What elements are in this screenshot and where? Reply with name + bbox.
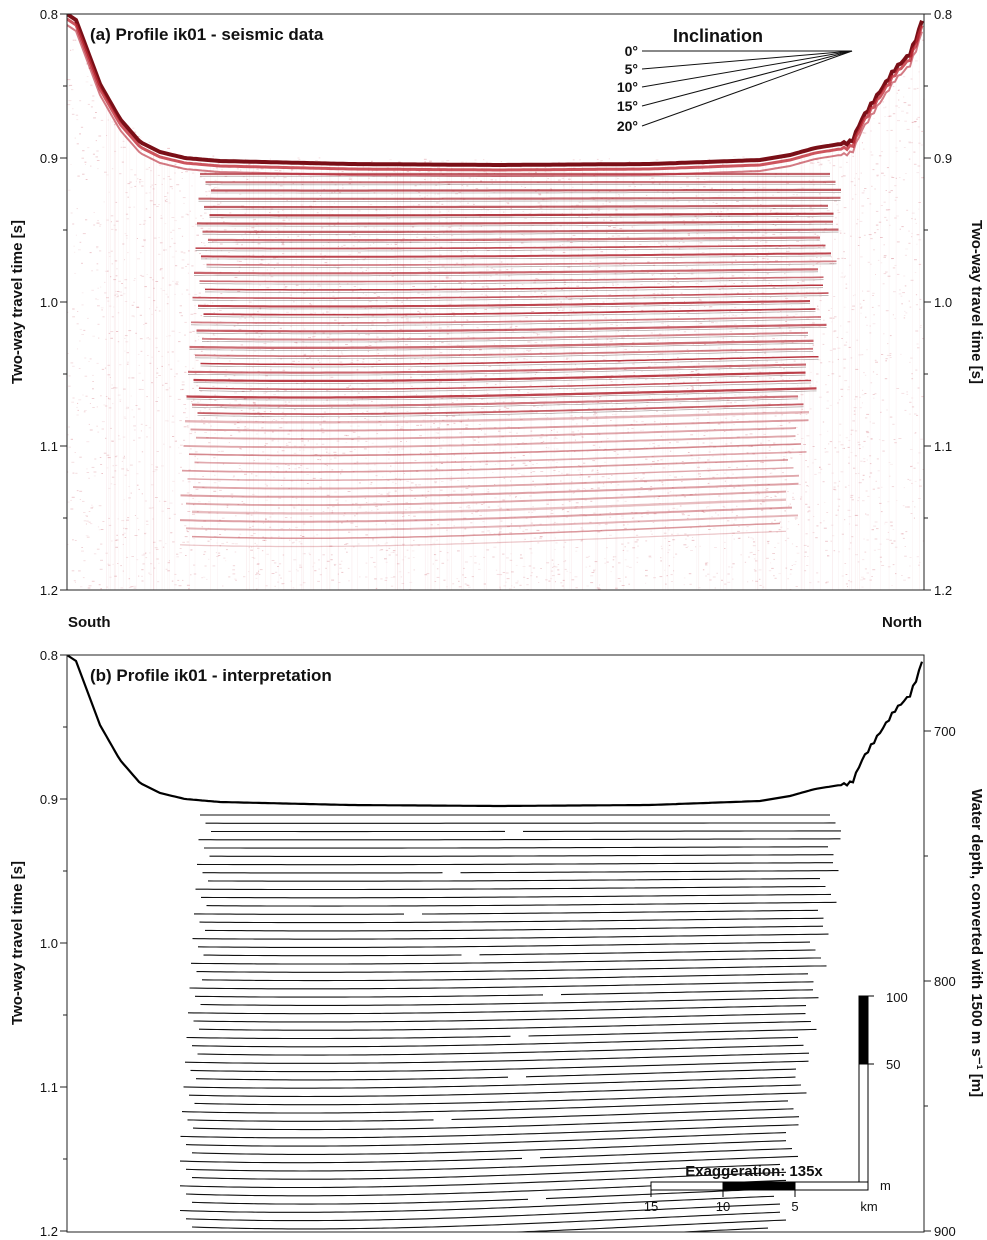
- panel-a-ytick-label: 1.2: [40, 583, 58, 598]
- panel-a: 0.8 0.9 1.0 1.1 1.2 Two-way travel time …: [9, 7, 985, 598]
- seismic-image: [67, 14, 924, 590]
- panel-a-ytick-label-right: 1.1: [934, 439, 952, 454]
- inclination-angle-label: 0°: [625, 43, 638, 59]
- inclination-legend: Inclination 0° 5° 10° 15° 20°: [617, 26, 853, 134]
- panel-b-left-axis: 0.8 0.9 1.0 1.1 1.2 Two-way travel time …: [9, 648, 67, 1239]
- panel-b-right-axis: 700 800 900 Water depth, converted with …: [924, 724, 985, 1239]
- inclination-title: Inclination: [673, 26, 763, 46]
- panel-a-ytick-label: 0.9: [40, 151, 58, 166]
- horizontal-scale-label: 5: [791, 1199, 798, 1214]
- panel-b-ytick-label-right: 700: [934, 724, 956, 739]
- vertical-scale-label: 100: [886, 990, 908, 1005]
- panel-b-title: (b) Profile ik01 - interpretation: [90, 666, 332, 685]
- interpretation-lines: [67, 655, 924, 1232]
- horizontal-scale-bar: 15 10 5 km Exaggeration: 135x: [644, 1163, 878, 1214]
- inclination-line-5: [641, 50, 853, 70]
- panel-a-ytick-label-right: 1.2: [934, 583, 952, 598]
- panel-b-y-label-right: Water depth, converted with 1500 m s⁻¹ […: [968, 789, 985, 1097]
- vertical-scale-white-segment: [858, 1063, 869, 1183]
- panel-a-y-label-right: Two-way travel time [s]: [968, 220, 985, 384]
- panel-b-ytick-label: 0.8: [40, 648, 58, 663]
- horizontal-scale-black-segment: [722, 1181, 796, 1191]
- inclination-angle-label: 20°: [617, 118, 638, 134]
- panel-a-ytick-label-right: 0.9: [934, 151, 952, 166]
- panel-b-ytick-label: 0.9: [40, 792, 58, 807]
- panel-b-ytick-label: 1.2: [40, 1224, 58, 1239]
- panel-b-y-label-left: Two-way travel time [s]: [9, 861, 26, 1025]
- panel-a-title: (a) Profile ik01 - seismic data: [90, 25, 324, 44]
- inclination-angle-label: 15°: [617, 98, 638, 114]
- horizontal-scale-label: 10: [716, 1199, 730, 1214]
- horizontal-scale-label: 15: [644, 1199, 658, 1214]
- panel-a-ytick-label-right: 0.8: [934, 7, 952, 22]
- panel-b-ytick-label-right: 800: [934, 974, 956, 989]
- panel-a-ytick-label: 0.8: [40, 7, 58, 22]
- panel-b-ytick-label: 1.1: [40, 1080, 58, 1095]
- panel-a-ytick-label-right: 1.0: [934, 295, 952, 310]
- vertical-scale-label: m: [880, 1178, 891, 1193]
- inclination-angle-label: 5°: [625, 61, 638, 77]
- panel-a-ytick-label: 1.0: [40, 295, 58, 310]
- panel-b-ytick-label-right: 900: [934, 1224, 956, 1239]
- panel-a-y-label-left: Two-way travel time [s]: [9, 220, 26, 384]
- horizontal-scale-label: km: [860, 1199, 877, 1214]
- panel-b-ytick-label: 1.0: [40, 936, 58, 951]
- horizontal-scale-white-segment: [650, 1181, 724, 1191]
- vertical-scale-black-segment: [858, 995, 869, 1065]
- exaggeration-label: Exaggeration: 135x: [685, 1163, 823, 1180]
- panel-b: 0.8 0.9 1.0 1.1 1.2 Two-way travel time …: [9, 648, 985, 1239]
- horizontal-scale-white-segment: [794, 1181, 869, 1191]
- inclination-line-10: [641, 50, 853, 88]
- panel-b-frame: [66, 654, 925, 1233]
- panel-a-ytick-label: 1.1: [40, 439, 58, 454]
- direction-south: South: [68, 614, 111, 631]
- panel-a-right-axis: 0.8 0.9 1.0 1.1 1.2 Two-way travel time …: [924, 7, 985, 598]
- vertical-scale-label: 50: [886, 1057, 900, 1072]
- panel-a-left-axis: 0.8 0.9 1.0 1.1 1.2 Two-way travel time …: [9, 7, 67, 598]
- inclination-line-15: [641, 50, 853, 107]
- inclination-angle-label: 10°: [617, 79, 638, 95]
- inclination-line-20: [641, 50, 853, 127]
- direction-north: North: [882, 614, 922, 631]
